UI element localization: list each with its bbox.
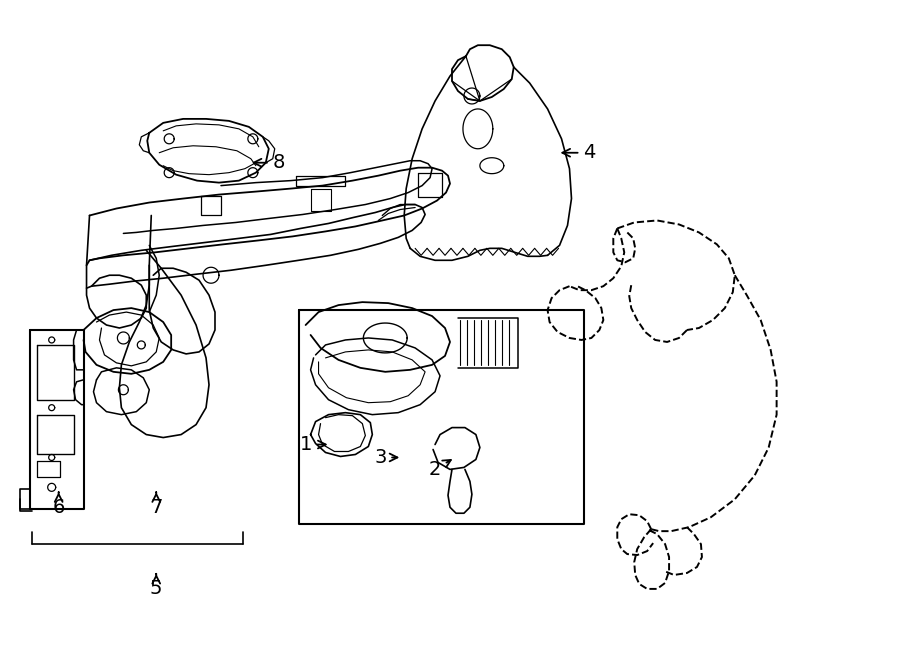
Text: 3: 3 (374, 448, 398, 467)
Text: 7: 7 (150, 492, 162, 517)
Text: 5: 5 (150, 574, 163, 598)
Text: 4: 4 (562, 143, 596, 162)
Text: 1: 1 (300, 435, 326, 454)
Text: 6: 6 (52, 492, 65, 517)
Text: 2: 2 (429, 460, 451, 479)
Text: 8: 8 (254, 153, 285, 173)
